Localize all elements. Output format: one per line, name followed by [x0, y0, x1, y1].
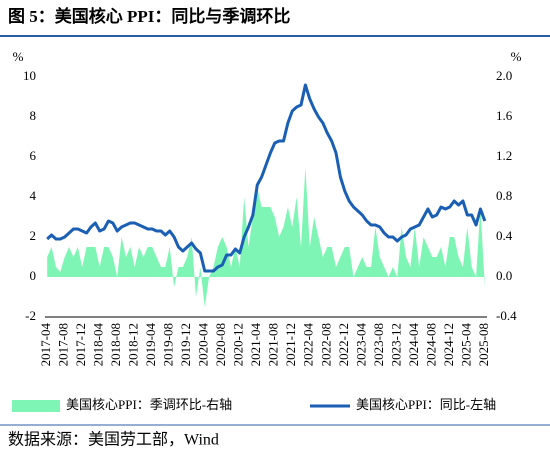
x-tick-label: 2023-04: [353, 323, 368, 367]
x-tick-label: 2019-12: [178, 323, 193, 366]
y2-unit: %: [511, 49, 522, 64]
y2-tick-label: 1.6: [496, 108, 513, 123]
y-tick-label: 6: [30, 148, 37, 163]
x-tick-label: 2022-04: [301, 323, 316, 367]
x-tick-label: 2019-08: [161, 323, 176, 366]
x-tick-label: 2022-12: [336, 323, 351, 366]
x-tick-label: 2025-08: [476, 323, 491, 366]
x-tick-label: 2024-08: [423, 323, 438, 366]
x-tick-label: 2023-08: [371, 323, 386, 366]
x-tick-label: 2021-08: [266, 323, 281, 366]
line: [46, 83, 487, 273]
x-tick-label: 2018-04: [91, 323, 106, 367]
x-tick-label: 2021-12: [283, 323, 298, 366]
y2-tick-label: 0.8: [496, 188, 512, 203]
y-tick-label: -2: [25, 308, 36, 323]
x-tick-label: 2022-08: [318, 323, 333, 366]
x-tick-label: 2017-12: [73, 323, 88, 366]
x-tick-label: 2025-04: [458, 323, 473, 367]
x-tick-label: 2018-08: [108, 323, 123, 366]
area: [47, 167, 485, 307]
chart-title: 图 5：美国核心 PPI：同比与季调环比: [8, 6, 290, 26]
x-tick-label: 2020-04: [196, 323, 211, 367]
y2-tick-label: 2.0: [496, 68, 512, 83]
x-tick-label: 2023-12: [388, 323, 403, 366]
x-tick-label: 2018-12: [126, 323, 141, 366]
x-tick-label: 2021-04: [248, 323, 263, 367]
y-tick-label: 0: [30, 268, 37, 283]
x-tick-label: 2017-04: [38, 323, 53, 367]
source: 数据来源：美国劳工部，Wind: [8, 431, 219, 449]
y-unit: %: [13, 49, 24, 64]
legend-swatch: [12, 400, 60, 412]
x-tick-label: 2019-04: [143, 323, 158, 367]
x-tick-label: 2024-12: [441, 323, 456, 366]
y-tick-label: 10: [23, 68, 36, 83]
y-tick-label: 4: [30, 188, 37, 203]
x-tick-label: 2020-08: [213, 323, 228, 366]
y-tick-label: 8: [30, 108, 37, 123]
y2-tick-label: 0.4: [496, 228, 513, 243]
y-tick-label: 2: [30, 228, 37, 243]
y2-tick-label: -0.4: [496, 308, 517, 323]
x-tick-label: 2020-12: [231, 323, 246, 366]
x-tick-label: 2024-04: [406, 323, 421, 367]
legend-label: 美国核心PPI：同比-左轴: [356, 397, 496, 412]
legend-label: 美国核心PPI：季调环比-右轴: [66, 397, 232, 412]
x-tick-label: 2017-08: [56, 323, 71, 366]
y2-tick-label: 0.0: [496, 268, 512, 283]
y2-tick-label: 1.2: [496, 148, 512, 163]
